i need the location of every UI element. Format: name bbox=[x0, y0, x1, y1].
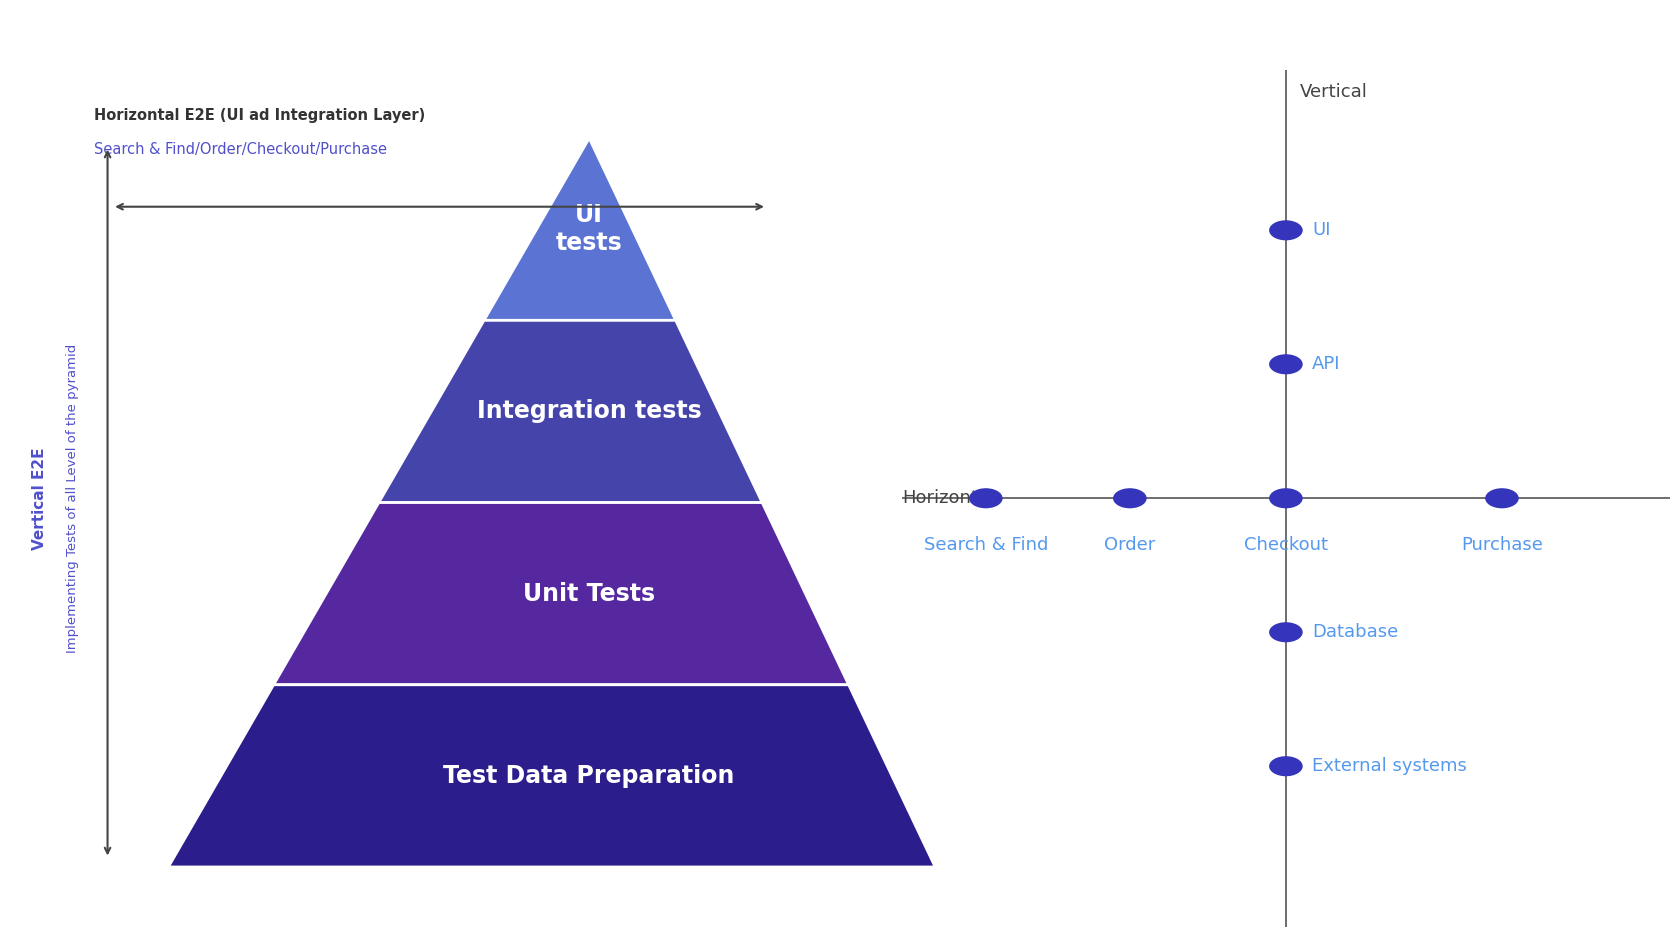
Text: Search & Find/Order/Checkout/Purchase: Search & Find/Order/Checkout/Purchase bbox=[94, 143, 386, 158]
Polygon shape bbox=[484, 138, 676, 321]
Text: Unit Tests: Unit Tests bbox=[523, 581, 655, 605]
Ellipse shape bbox=[1269, 354, 1303, 375]
Ellipse shape bbox=[1269, 622, 1303, 642]
Ellipse shape bbox=[1269, 221, 1303, 240]
Ellipse shape bbox=[1269, 489, 1303, 508]
Text: Implementing Tests of all Level of the pyramid: Implementing Tests of all Level of the p… bbox=[67, 344, 80, 653]
Text: Order: Order bbox=[1104, 536, 1156, 553]
Polygon shape bbox=[274, 502, 848, 685]
Text: Vertical E2E: Vertical E2E bbox=[32, 447, 47, 550]
Polygon shape bbox=[169, 685, 935, 867]
Text: UI
tests: UI tests bbox=[556, 203, 623, 255]
Text: Horizontal E2E (UI ad Integration Layer): Horizontal E2E (UI ad Integration Layer) bbox=[94, 108, 424, 123]
Text: E2E Test Automation Horizontal and Vertical Scale: E2E Test Automation Horizontal and Verti… bbox=[479, 23, 1191, 46]
Ellipse shape bbox=[1485, 489, 1518, 508]
Text: Search & Find: Search & Find bbox=[924, 536, 1049, 553]
Text: Integration tests: Integration tests bbox=[478, 400, 701, 424]
Text: Database: Database bbox=[1313, 623, 1398, 641]
Text: Horizontal: Horizontal bbox=[902, 489, 994, 507]
Text: Purchase: Purchase bbox=[1461, 536, 1543, 553]
Text: Vertical: Vertical bbox=[1301, 83, 1368, 101]
Ellipse shape bbox=[1112, 489, 1147, 508]
Polygon shape bbox=[379, 321, 762, 502]
Text: Test Data Preparation: Test Data Preparation bbox=[444, 764, 735, 788]
Text: API: API bbox=[1313, 355, 1341, 374]
Ellipse shape bbox=[1269, 756, 1303, 776]
Text: UI: UI bbox=[1313, 222, 1331, 239]
Text: Checkout: Checkout bbox=[1244, 536, 1328, 553]
Text: External systems: External systems bbox=[1313, 757, 1468, 775]
Ellipse shape bbox=[969, 489, 1002, 508]
